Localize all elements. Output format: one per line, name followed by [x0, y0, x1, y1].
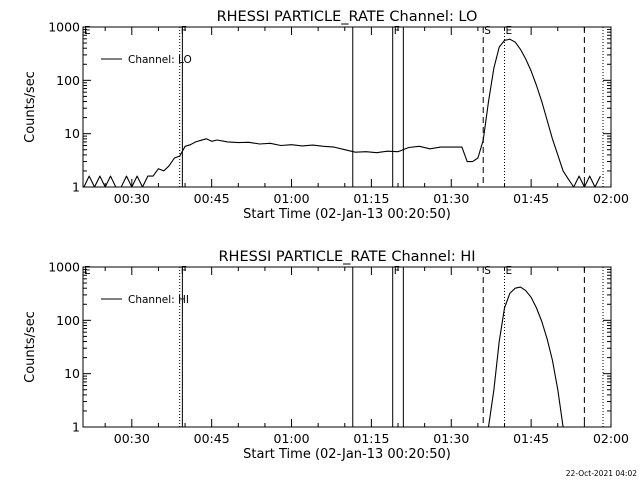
x-tick-label: 01:30 — [433, 191, 469, 206]
chart-title: RHESSI PARTICLE_RATE Channel: HI — [218, 249, 475, 265]
legend-entry: Channel: LO — [128, 54, 192, 66]
event-marker-label: F — [394, 265, 400, 277]
x-tick-label: 01:30 — [433, 431, 469, 446]
y-tick-label: 100 — [56, 313, 80, 328]
x-axis-label: Start Time (02-Jan-13 00:20:50) — [243, 207, 451, 222]
chart-lo: RHESSI PARTICLE_RATE Channel: LO 00:30 00:… — [23, 9, 629, 222]
plot-frame — [82, 26, 612, 188]
x-tick-label: 01:15 — [353, 431, 389, 446]
y-axis-label: Counts/sec — [23, 71, 38, 143]
legend-entry: Channel: HI — [128, 294, 189, 306]
event-marker-label: S — [484, 25, 491, 37]
event-marker-label: E — [84, 265, 91, 277]
y-tick-label: 1 — [72, 180, 80, 195]
y-tick-label: 100 — [56, 73, 80, 88]
plot-frame — [82, 266, 612, 428]
series-line — [83, 38, 601, 188]
y-tick-label: 1000 — [48, 20, 80, 35]
series-line — [487, 286, 564, 428]
y-tick-label: 1000 — [48, 260, 80, 275]
x-tick-label: 01:45 — [513, 191, 549, 206]
chart-hi: RHESSI PARTICLE_RATE Channel: HI 00:30 00:… — [23, 249, 629, 462]
y-tick-label: 10 — [64, 366, 80, 381]
event-marker-label: F — [181, 265, 187, 277]
x-tick-label: 01:45 — [513, 431, 549, 446]
x-tick-label: 02:00 — [593, 431, 629, 446]
x-tick-label: 02:00 — [593, 191, 629, 206]
chart-title: RHESSI PARTICLE_RATE Channel: LO — [217, 9, 478, 25]
footer-timestamp: 22-Oct-2021 04:02 — [566, 469, 637, 478]
x-tick-label: 00:45 — [194, 431, 230, 446]
event-marker-label: F — [394, 25, 400, 37]
y-tick-label: 1 — [72, 420, 80, 435]
x-axis-label: Start Time (02-Jan-13 00:20:50) — [243, 447, 451, 462]
event-marker-label: E — [506, 265, 513, 277]
event-marker-label: F — [181, 25, 187, 37]
event-marker-label: E — [506, 25, 513, 37]
event-marker-label: E — [84, 25, 91, 37]
x-tick-label: 00:30 — [114, 191, 150, 206]
x-tick-label: 01:00 — [274, 191, 310, 206]
x-tick-label: 01:15 — [353, 191, 389, 206]
x-tick-label: 00:30 — [114, 431, 150, 446]
y-axis-label: Counts/sec — [23, 311, 38, 383]
x-tick-label: 01:00 — [274, 431, 310, 446]
x-tick-label: 00:45 — [194, 191, 230, 206]
event-marker-label: S — [484, 265, 491, 277]
y-tick-label: 10 — [64, 126, 80, 141]
